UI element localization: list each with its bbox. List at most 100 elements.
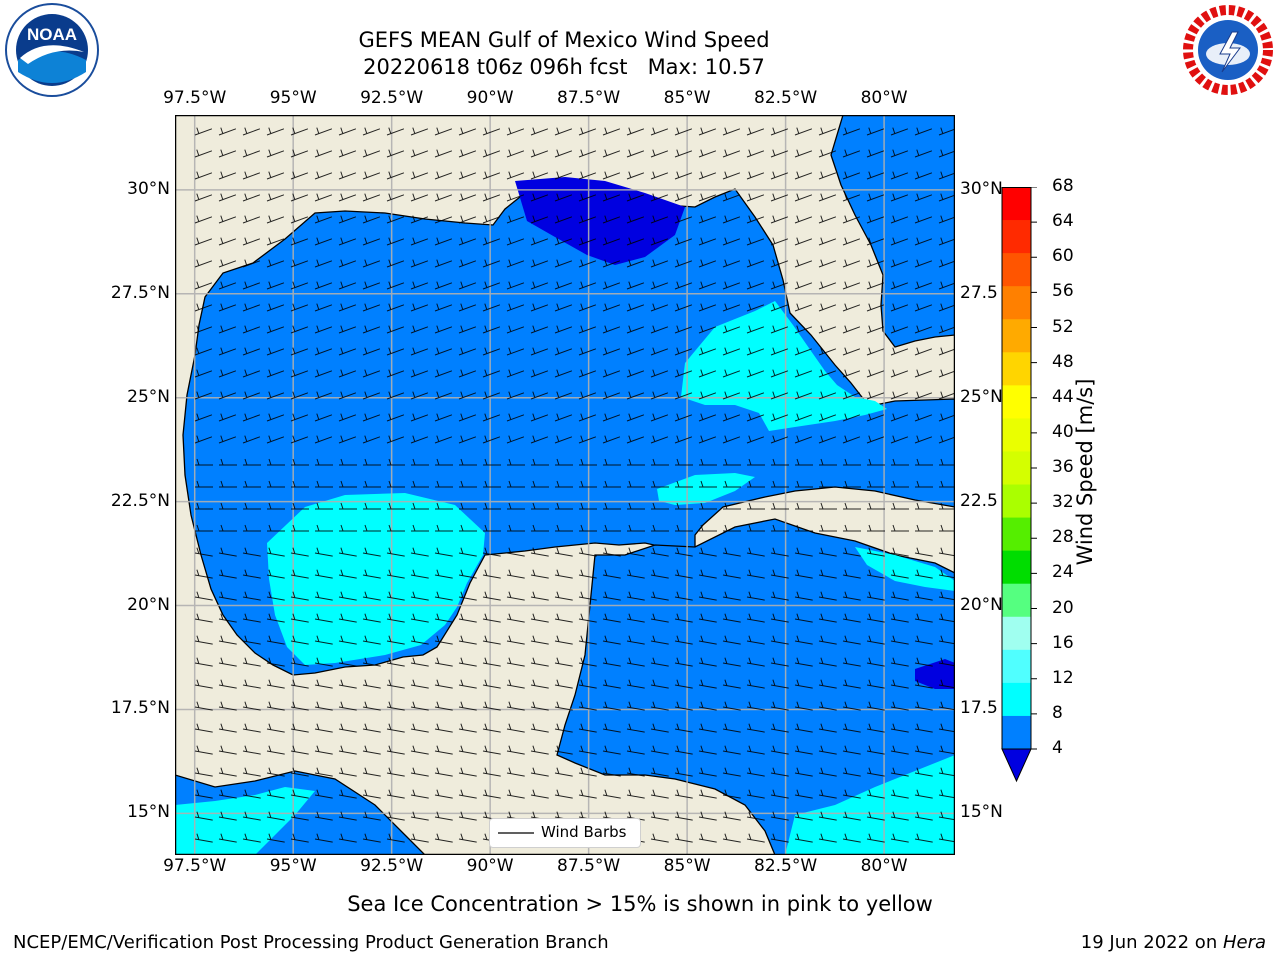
wind-barb [578,767,597,777]
wind-barb [314,391,333,400]
wind-barb [842,303,861,312]
wind-barb [290,325,309,334]
wind-barb [890,149,909,158]
wind-barb [818,613,837,623]
wind-barb [218,259,237,268]
wind-barb [194,281,213,290]
wind-barb [866,657,885,667]
wind-barb [602,149,621,158]
wind-barb [650,657,669,667]
wind-barb [530,435,549,444]
wind-barb [746,767,765,777]
wind-barb [890,723,909,733]
wind-barb [698,811,717,821]
wind-barb [722,569,741,579]
wind-barb [386,723,405,733]
map-legend: Wind Barbs [489,818,641,848]
wind-barb [650,679,669,689]
wind-barb [914,391,933,400]
wind-barb [362,369,381,378]
wind-barb [650,591,669,601]
wind-barb [819,524,837,532]
wind-barb [627,524,645,532]
wind-barb [770,347,789,356]
wind-barb [410,391,429,400]
wind-barb [914,723,933,733]
wind-barb [386,745,405,755]
wind-barb [482,591,501,601]
wind-barb [818,215,837,224]
wind-barb [410,435,429,444]
wind-barb [890,811,909,821]
wind-barb [890,215,909,224]
colorbar-segment [1002,253,1031,287]
wind-barb [602,259,621,268]
footer-date-text: 19 Jun 2022 on [1080,932,1223,953]
wind-barb [674,325,693,334]
wind-barb [338,259,357,268]
wind-barb [914,767,933,777]
wind-barb [338,613,357,623]
wind-barb [650,149,669,158]
colorbar-segment [1002,550,1031,585]
colorbar-tick-label: 48 [1052,351,1074,372]
wind-barb [578,171,597,180]
wind-barb [794,193,813,202]
wind-barb [771,458,789,466]
wind-barb [770,149,789,158]
wind-barb [434,325,453,334]
wind-barb [794,171,813,180]
chart-title: GEFS MEAN Gulf of Mexico Wind Speed [358,28,770,52]
wind-barb [722,325,741,334]
wind-barb [530,723,549,733]
wind-barb [675,458,693,466]
wind-barb [411,502,429,510]
wind-barb [338,569,357,579]
wind-barb [218,347,237,356]
wind-barb [698,745,717,755]
wind-barb [914,569,933,579]
wind-barb [698,635,717,645]
wind-barb [674,591,693,601]
wind-barb [866,435,885,444]
wind-barb [794,303,813,312]
wind-barb [482,701,501,711]
wind-barb [578,745,597,755]
latitude-label-left: 22.5°N [110,490,170,511]
wind-barb [434,569,453,579]
wind-barb [194,435,213,444]
wind-barb [890,193,909,202]
longitude-label-top: 92.5°W [360,88,424,108]
wind-barb [770,789,789,799]
wind-barb [554,237,573,246]
wind-barb [722,391,741,400]
wind-barb [818,591,837,601]
wind-barb [626,591,645,601]
wind-barb [362,303,381,312]
wind-barb [914,281,933,290]
wind-barb [530,591,549,601]
wind-barb [746,193,765,202]
wind-barb [506,303,525,312]
wind-barb [290,745,309,755]
wind-barb [218,723,237,733]
wind-barb [242,259,261,268]
wind-barb [770,833,789,843]
wind-barb [602,215,621,224]
colorbar-label: Wind Speed [m/s] [1073,378,1097,566]
wind-barb [194,347,213,356]
wind-barb [602,325,621,334]
wind-barb [602,237,621,246]
wind-barb [914,193,933,202]
wind-barb [410,281,429,290]
wind-barb [722,657,741,667]
wind-barb [530,679,549,689]
wind-barb [674,811,693,821]
wind-barb [386,701,405,711]
wind-barb [531,524,549,532]
wind-barb [482,325,501,334]
wind-barb [722,303,741,312]
wind-barb [434,171,453,180]
wind-barb [795,458,813,466]
wind-barb [914,811,933,821]
